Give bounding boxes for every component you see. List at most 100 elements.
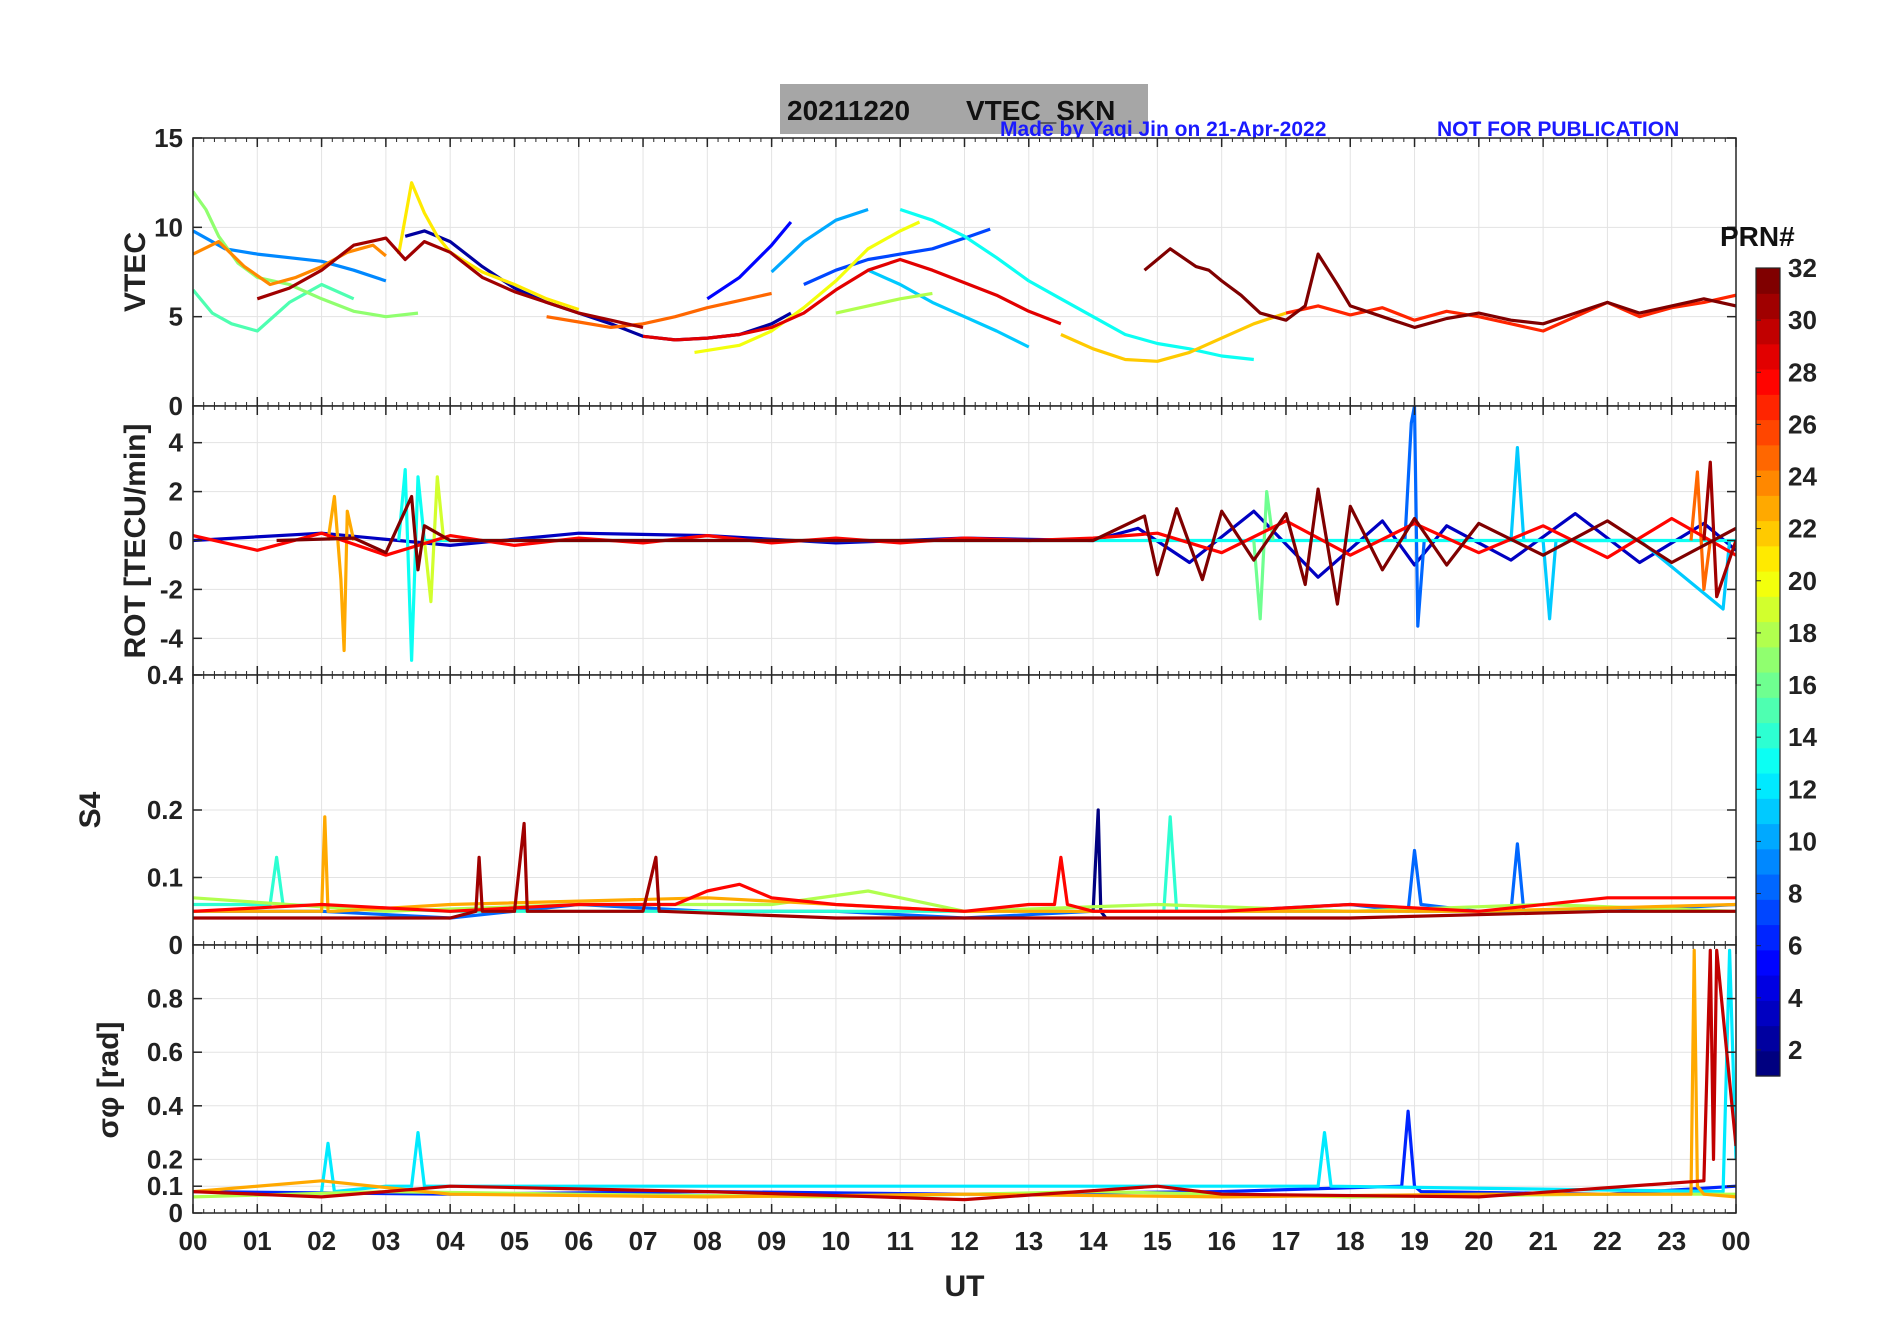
colorbar-tick-label: 2 <box>1788 1035 1802 1065</box>
colorbar-tick-label: 16 <box>1788 670 1817 700</box>
series-prn-1 <box>1091 808 1108 919</box>
series-prn-23 <box>193 815 1736 913</box>
colorbar-segment <box>1756 975 1780 1001</box>
y-tick-label: -4 <box>160 623 184 653</box>
colorbar-segment <box>1756 369 1780 395</box>
series-prn-18 <box>835 291 933 315</box>
y-tick-label: 0.6 <box>147 1037 183 1067</box>
y-tick-label: 5 <box>169 302 183 332</box>
series-prn-32 <box>1143 247 1736 329</box>
y-tick-label: -2 <box>160 574 183 604</box>
y-tick-label: 4 <box>169 428 184 458</box>
series-prn-30 <box>193 948 1736 1202</box>
colorbar-segment <box>1756 1025 1780 1052</box>
colorbar-tick-label: 30 <box>1788 305 1817 335</box>
credit-note: Made by Yaqi Jin on 21-Apr-2022 <box>1000 118 1326 141</box>
colorbar-title: PRN# <box>1720 221 1795 252</box>
x-tick-label: 08 <box>693 1226 722 1256</box>
colorbar-tick-label: 28 <box>1788 357 1817 387</box>
y-tick-label: 0.4 <box>147 1091 184 1121</box>
x-axis-label: UT <box>945 1270 985 1303</box>
colorbar-tick-label: 12 <box>1788 774 1817 804</box>
x-tick-label: 15 <box>1143 1226 1172 1256</box>
series-prn-15 <box>193 282 355 333</box>
colorbar-tick-label: 6 <box>1788 931 1802 961</box>
series-prn-16 <box>1252 490 1275 621</box>
colorbar-tick-label: 18 <box>1788 618 1817 648</box>
x-tick-label: 14 <box>1079 1226 1108 1256</box>
x-tick-label: 12 <box>950 1226 979 1256</box>
colorbar-segment <box>1756 495 1780 522</box>
x-tick-label: 05 <box>500 1226 529 1256</box>
y-tick-label: 0.8 <box>147 984 183 1014</box>
colorbar-segment <box>1756 394 1780 421</box>
y-tick-label: 0.1 <box>147 863 183 893</box>
colorbar-segment <box>1756 343 1780 370</box>
colorbar-segment <box>1756 545 1780 572</box>
series-prn-8 <box>1403 406 1426 628</box>
x-tick-label: 01 <box>243 1226 272 1256</box>
x-tick-label: 23 <box>1657 1226 1686 1256</box>
colorbar-tick-label: 26 <box>1788 409 1817 439</box>
panel-sigphi: 00.10.2 0.4 0.6 0.8 σφ [rad] <box>92 944 1737 1228</box>
panel-rot: -4 -2 0 2 4 ROT [TECU/min] <box>119 405 1737 676</box>
y-tick-label: 10 <box>154 212 183 242</box>
series-prn-24 <box>193 240 387 287</box>
colorbar-segment <box>1756 621 1780 648</box>
x-tick-label: 16 <box>1207 1226 1236 1256</box>
colorbar-segment <box>1756 596 1780 623</box>
colorbar-segment <box>1756 924 1780 951</box>
title-box <box>780 84 1148 134</box>
series-prn-25 <box>1689 470 1712 592</box>
panel-vtec: 0 5 10 15 VTEC <box>119 123 1737 421</box>
series-prn-10 <box>770 207 869 274</box>
colorbar-segment <box>1756 470 1780 496</box>
series-prn-11 <box>867 268 1030 349</box>
y-tick-label: 0 <box>169 391 183 421</box>
x-tick-label: 03 <box>371 1226 400 1256</box>
y-tick-label: 0.4 <box>147 660 184 690</box>
series-group <box>193 406 1736 662</box>
series-group <box>193 181 1736 363</box>
series-prn-17 <box>193 190 419 319</box>
panel-s4: 0 0.1 0.2 0.4 S4 <box>74 660 1737 960</box>
colorbar-segment <box>1756 1050 1780 1077</box>
series-prn-5 <box>706 220 793 301</box>
y-tick-label: 0 <box>169 1198 183 1228</box>
not-for-publication-note: NOT FOR PUBLICATION <box>1437 118 1679 141</box>
y-tick-label: 15 <box>154 123 183 153</box>
colorbar-segment <box>1756 798 1780 825</box>
colorbar-tick-label: 10 <box>1788 826 1817 856</box>
colorbar-tick-label: 4 <box>1788 983 1803 1013</box>
x-tick-label: 19 <box>1400 1226 1429 1256</box>
y-tick-label: 0.2 <box>147 1144 183 1174</box>
colorbar-segment <box>1756 646 1780 673</box>
colorbar-tick-label: 20 <box>1788 566 1817 596</box>
series-prn-22 <box>1060 311 1287 363</box>
x-axis: 00 01 02 03 04 05 06 07 08 09 10 11 12 13 14 15 16 17 18 19… <box>179 1226 1751 1303</box>
title-group: 20211220 VTEC_SKN Made by Yaqi Jin on 21… <box>780 84 1679 141</box>
series-prn-25 <box>546 291 772 329</box>
colorbar-segment <box>1756 444 1780 471</box>
colorbar-segment <box>1756 722 1780 749</box>
series-prn-23 <box>326 494 356 653</box>
colorbar-segment <box>1756 823 1780 850</box>
colorbar-segment <box>1756 419 1780 446</box>
series-prn-28 <box>193 516 1736 560</box>
colorbar-frame <box>1755 267 1781 1077</box>
y-axis-label: σφ [rad] <box>92 1022 125 1139</box>
x-tick-label: 10 <box>821 1226 850 1256</box>
x-tick-label: 06 <box>564 1226 593 1256</box>
colorbar-tick-label: 8 <box>1788 879 1802 909</box>
colorbar-segment <box>1756 899 1780 926</box>
x-tick-label: 04 <box>436 1226 465 1256</box>
series-prn-3 <box>193 509 1736 579</box>
colorbar-tick-label: 24 <box>1788 462 1817 492</box>
x-tick-label: 00 <box>179 1226 208 1256</box>
x-tick-label: 18 <box>1336 1226 1365 1256</box>
series-prn-32 <box>276 487 1736 606</box>
series-prn-31 <box>256 236 644 329</box>
y-tick-label: 0.2 <box>147 795 183 825</box>
